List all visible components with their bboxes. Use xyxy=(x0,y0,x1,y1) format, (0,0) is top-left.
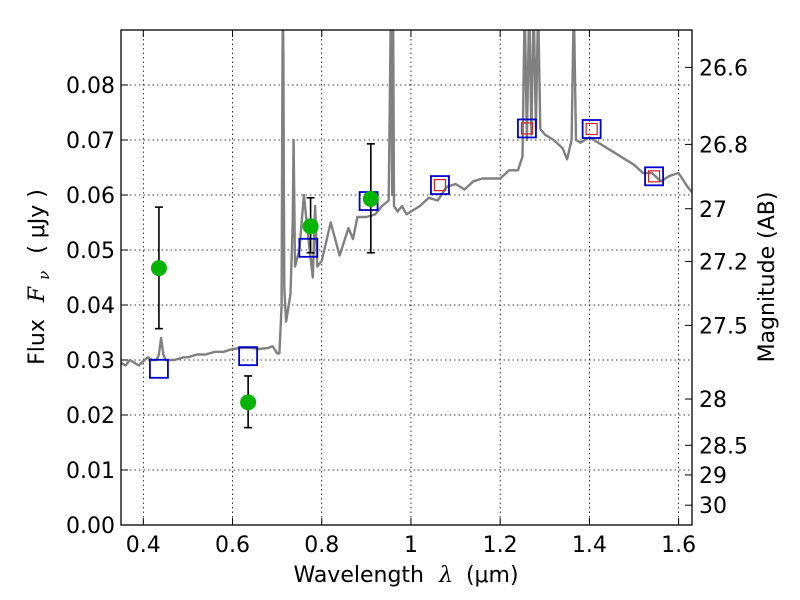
detection-point xyxy=(302,218,319,235)
model-box-marker xyxy=(517,118,537,139)
x-tick-label: 1.6 xyxy=(661,533,696,558)
inner-box-marker xyxy=(585,122,598,136)
y-tick-label: 0.03 xyxy=(66,349,115,374)
inner-box-marker xyxy=(520,122,534,135)
model-box-marker xyxy=(298,237,319,258)
secondary-y-axis-label: Magnitude (AB) xyxy=(755,192,780,363)
detection-point xyxy=(150,260,167,277)
tick-layer: 0.4 0.6 0.8 1 1.2 1.4 1.6 0.00 0.01 0.02 0.03 0.04 0… xyxy=(66,30,748,558)
y-tick-label: 0.00 xyxy=(66,514,115,539)
model-box-marker xyxy=(238,346,259,367)
model-box-marker xyxy=(149,358,169,379)
x-axis-label-text: Wavelength xyxy=(293,563,424,588)
mag-tick-label: 26.8 xyxy=(699,133,748,158)
model-box-marker xyxy=(581,119,602,139)
model-box-marker xyxy=(644,166,664,187)
y-tick-label: 0.04 xyxy=(66,294,115,319)
mag-tick-label: 28 xyxy=(699,388,727,413)
y-tick-label: 0.08 xyxy=(66,74,115,99)
mag-tick-label: 28.5 xyxy=(699,434,748,459)
y-axis-label-subscript: ν xyxy=(35,271,53,280)
y-tick-label: 0.01 xyxy=(66,459,115,484)
grid-lines xyxy=(121,30,692,526)
mag-tick-label: 26.6 xyxy=(699,56,748,81)
mag-tick-label: 27.5 xyxy=(699,314,748,339)
x-tick-label: 0.4 xyxy=(126,533,161,558)
inner-box-marker xyxy=(433,179,447,192)
marks-layer xyxy=(149,118,664,429)
x-axis-label-unit: (μm) xyxy=(466,563,519,588)
x-tick-label: 0.8 xyxy=(304,533,339,558)
mag-tick-label: 29 xyxy=(699,464,727,489)
plot-frame xyxy=(120,29,693,526)
spectrum-line xyxy=(121,30,692,367)
x-tick-label: 1.2 xyxy=(483,533,518,558)
y-axis-label-symbol: F xyxy=(25,286,50,303)
y-tick-label: 0.06 xyxy=(66,184,115,209)
y-tick-label: 0.07 xyxy=(66,129,115,154)
y-tick-label: 0.05 xyxy=(66,239,115,264)
x-tick-label: 0.6 xyxy=(215,533,250,558)
inner-box-marker xyxy=(647,170,661,183)
mag-tick-label: 27 xyxy=(699,198,727,223)
x-axis-label-symbol: λ xyxy=(438,563,453,588)
y-axis-label-unit: ( μJy ) xyxy=(25,189,50,254)
mag-tick-label: 27.2 xyxy=(699,251,748,276)
mag-tick-label: 30 xyxy=(699,494,727,519)
detection-point xyxy=(362,190,379,207)
x-axis-label: Wavelength λ (μm) xyxy=(293,563,518,588)
detection-point xyxy=(240,394,257,411)
x-tick-label: 1.4 xyxy=(572,533,607,558)
y-axis-label-text: Flux xyxy=(25,319,50,365)
spectrum-layer xyxy=(121,30,692,367)
x-tick-label: 1 xyxy=(404,533,418,558)
model-box-marker xyxy=(430,175,450,196)
y-axis-label: Flux F ν ( μJy ) xyxy=(25,189,55,365)
y-tick-label: 0.02 xyxy=(66,404,115,429)
